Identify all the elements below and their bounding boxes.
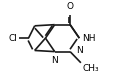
Text: Cl: Cl xyxy=(9,34,18,43)
Text: NH: NH xyxy=(81,34,95,43)
Text: N: N xyxy=(76,46,82,55)
Text: O: O xyxy=(66,2,73,11)
Text: CH₃: CH₃ xyxy=(82,64,98,73)
Text: N: N xyxy=(51,56,57,65)
